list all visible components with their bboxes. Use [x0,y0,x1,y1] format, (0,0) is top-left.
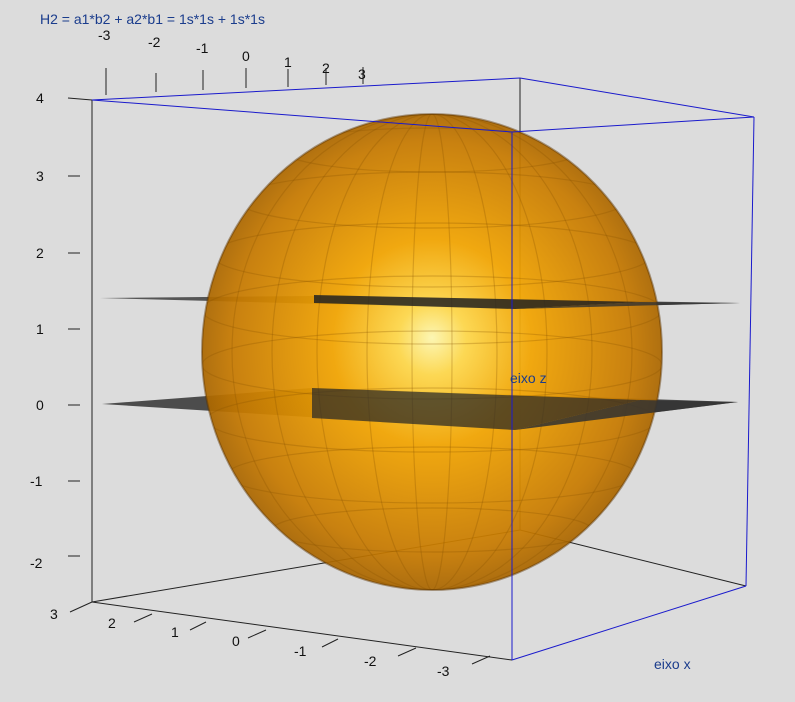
tick-label: 0 [232,633,240,649]
top-axis-tick-labels: -3 -2 -1 0 1 2 3 [98,27,366,82]
left-axis-tick-labels: 4 3 2 1 0 -1 -2 [30,90,44,571]
tick-marks [67,67,491,665]
plot-title: H2 = a1*b2 + a2*b1 = 1s*1s + 1s*1s [40,11,265,27]
tick-label: 3 [358,66,366,82]
tick-label: 2 [108,615,116,631]
tick-label: 3 [50,606,58,622]
tick-label: -3 [98,27,111,43]
tick-label: -1 [196,40,209,56]
plane-z0-front [515,400,738,430]
tick-label: -2 [148,34,161,50]
tick-label: -2 [364,653,377,669]
tick-label: 2 [36,245,44,261]
tick-label: 2 [322,60,330,76]
tick-label: 0 [36,397,44,413]
tick-label: 1 [171,624,179,640]
x-axis-label: eixo x [654,656,691,672]
sphere-surface [201,113,663,591]
tick-label: 1 [36,321,44,337]
tick-label: -3 [437,663,450,679]
plane-z1-front [515,302,740,309]
tick-label: 3 [36,168,44,184]
bounding-box-front-edges [91,77,755,661]
z-axis-label: eixo z [510,370,547,386]
tick-label: -2 [30,555,43,571]
tick-label: 4 [36,90,44,106]
tick-label: -1 [30,473,43,489]
bottom-axis-tick-labels: 3 2 1 0 -1 -2 -3 [50,606,450,679]
tick-label: 0 [242,48,250,64]
tick-label: 1 [284,54,292,70]
tick-label: -1 [294,643,307,659]
